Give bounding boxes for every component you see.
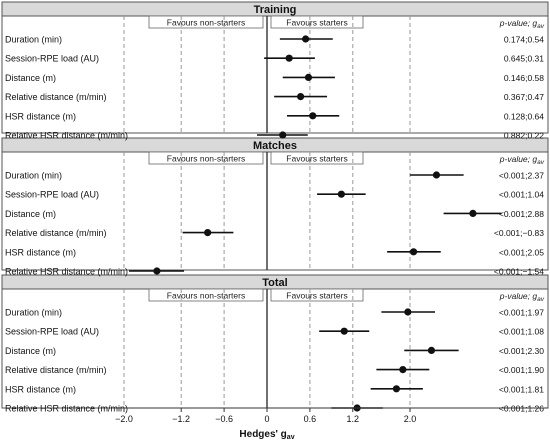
row-stat: <0.001;2.05 (499, 247, 544, 257)
annotation-box (270, 15, 364, 29)
x-tick-label: −1.2 (172, 414, 190, 424)
row-label: Relative HSR distance (m/min) (5, 131, 128, 141)
row-label: Session-RPE load (AU) (5, 190, 99, 200)
annotation-box (148, 15, 264, 29)
row-label: Distance (m) (5, 73, 56, 83)
data-marks (129, 35, 502, 412)
x-axis-title-subscript: av (287, 434, 295, 441)
row-stat: <0.001;1.90 (499, 365, 544, 375)
x-tick-label: −0.6 (215, 414, 233, 424)
row-label: Session-RPE load (AU) (5, 327, 99, 337)
favours-starters-label: Favours starters (286, 154, 347, 164)
point-estimate (309, 112, 317, 120)
point-estimate (340, 327, 348, 335)
annotation-box (270, 151, 364, 165)
point-estimate (337, 190, 345, 198)
row-label: Relative distance (m/min) (5, 365, 107, 375)
row-stat: <0.001;2.37 (499, 171, 544, 181)
x-tick-label: 1.2 (347, 414, 360, 424)
row-stat: <0.001;2.30 (499, 346, 544, 356)
row-stat: 0.174;0.54 (504, 35, 544, 45)
row-stat: <0.001;−0.83 (494, 228, 544, 238)
row-label: Duration (min) (5, 35, 62, 45)
favours-non-starters-label: Favours non-starters (167, 18, 245, 28)
row-label: Distance (m) (5, 209, 56, 219)
x-axis: −2.0 −1.2 −0.6 0 0.6 1.2 2.0 Hedges' gav (114, 407, 548, 441)
panel-backgrounds (1, 1, 549, 409)
point-estimate (204, 229, 212, 237)
p-value-header-subscript: av (537, 296, 545, 303)
x-tick-label: 0.6 (304, 414, 317, 424)
row-stat: <0.001;2.88 (499, 209, 544, 219)
favours-starters-label: Favours starters (286, 18, 347, 28)
row-label: Distance (m) (5, 346, 56, 356)
row-label: Relative distance (m/min) (5, 228, 107, 238)
point-estimate (399, 366, 407, 374)
x-axis-title-main: Hedges' g (239, 429, 286, 440)
favours-non-starters-label: Favours non-starters (167, 154, 245, 164)
point-estimate (409, 248, 418, 256)
p-value-header-subscript: av (537, 159, 545, 166)
row-label: Relative HSR distance (m/min) (5, 267, 128, 277)
p-value-header: p-value; gav (499, 154, 545, 166)
row-stat: 0.645;0.31 (504, 54, 544, 64)
favours-starters-label: Favours starters (286, 291, 347, 301)
row-label: HSR distance (m) (5, 111, 76, 121)
row-stat: 0.882;0.22 (504, 131, 544, 141)
x-tick-label: −2.0 (115, 414, 133, 424)
p-value-header-prefix: p-value; g (499, 18, 538, 28)
row-stat: <0.001;1.97 (499, 308, 544, 318)
point-estimate (285, 54, 293, 62)
p-value-header-prefix: p-value; g (499, 154, 538, 164)
row-label: Relative HSR distance (m/min) (5, 404, 128, 414)
x-tick-label: 2.0 (404, 414, 417, 424)
row-label: Duration (min) (5, 171, 62, 181)
point-estimate (432, 171, 441, 179)
point-estimate (404, 308, 412, 316)
panel-title: Total (262, 277, 287, 289)
row-label: Duration (min) (5, 308, 62, 318)
point-estimate (297, 93, 305, 101)
point-estimate (302, 35, 310, 43)
point-estimate (469, 209, 477, 217)
row-label: HSR distance (m) (5, 384, 76, 394)
row-stat: 0.146;0.58 (504, 73, 544, 83)
row-stat: <0.001;1.81 (499, 384, 544, 394)
row-stat: <0.001;1.08 (499, 327, 544, 337)
point-estimate (304, 73, 313, 81)
annotation-box (148, 288, 264, 302)
row-stat: <0.001;1.04 (499, 190, 544, 200)
point-estimate (427, 346, 436, 354)
p-value-header: p-value; gav (499, 291, 545, 303)
favours-non-starters-label: Favours non-starters (167, 291, 245, 301)
x-axis-title: Hedges' gav (239, 429, 294, 441)
p-value-header-prefix: p-value; g (499, 291, 538, 301)
row-label: Relative distance (m/min) (5, 92, 107, 102)
annotation-box (148, 151, 264, 165)
panel-title: Matches (253, 140, 297, 152)
p-value-header: p-value; gav (499, 18, 545, 30)
row-stat: <0.001;−1.54 (494, 267, 544, 277)
row-stat: 0.367;0.47 (504, 92, 544, 102)
row-stat: 0.128;0.64 (504, 111, 544, 121)
point-estimate (153, 267, 161, 275)
text-labels: Training Favours non-starters Favours star… (5, 4, 545, 414)
annotation-box (270, 288, 364, 302)
x-tick-label: 0 (264, 414, 269, 424)
p-value-header-subscript: av (537, 23, 545, 30)
point-estimate (279, 131, 287, 139)
row-label: Session-RPE load (AU) (5, 54, 99, 64)
panel-title: Training (254, 4, 297, 16)
row-label: HSR distance (m) (5, 247, 76, 257)
point-estimate (392, 385, 401, 393)
